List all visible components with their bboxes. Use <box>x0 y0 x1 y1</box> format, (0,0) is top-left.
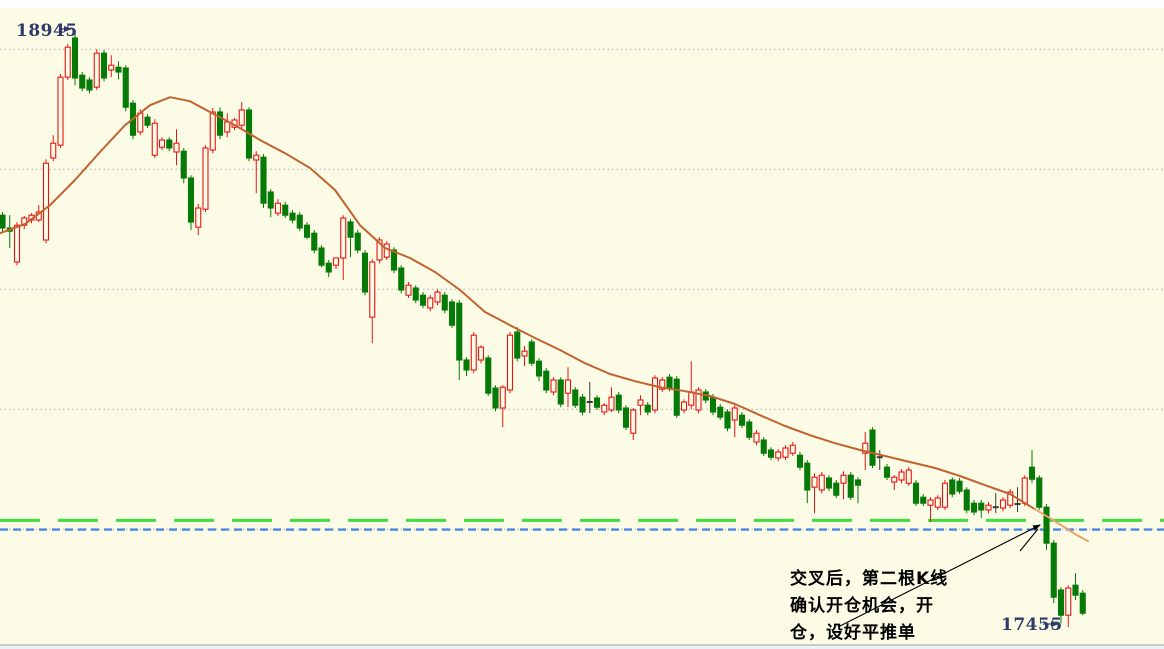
annotation-line-3: 仓，设好平推单 <box>790 623 916 643</box>
price-label-high: 18945 <box>16 21 78 41</box>
annotation-text: 交叉后，第二根K线 确认开仓机会，开 仓，设好平推单 <box>790 566 948 647</box>
price-label-low: 17455 <box>1001 615 1063 635</box>
annotation-line-2: 确认开仓机会，开 <box>790 596 934 616</box>
annotation-line-1: 交叉后，第二根K线 <box>790 569 949 589</box>
